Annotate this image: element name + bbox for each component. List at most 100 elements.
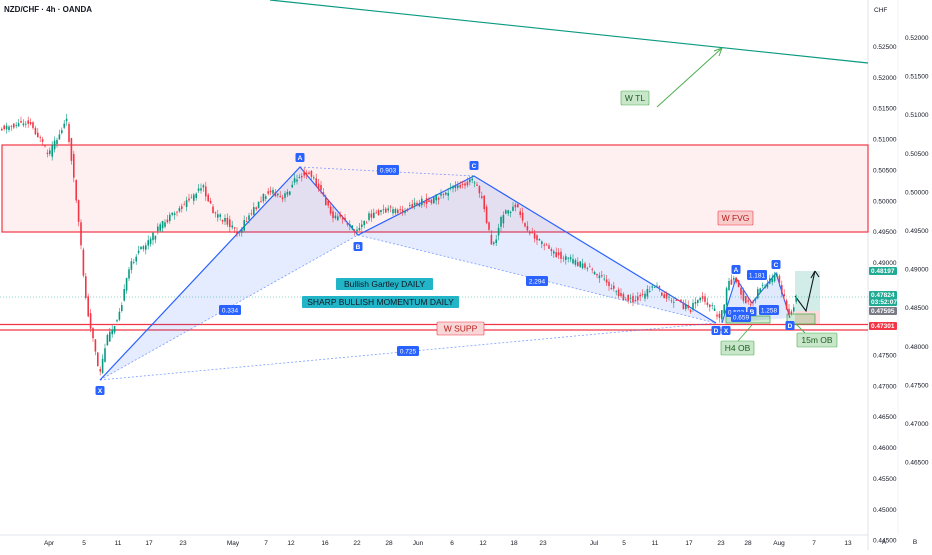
x-tick-label: 28 xyxy=(385,540,393,547)
candle-body xyxy=(425,198,428,204)
candle-body xyxy=(373,212,375,219)
candle-body xyxy=(521,212,524,221)
candle-body xyxy=(209,200,212,204)
candle-body xyxy=(56,139,58,145)
annotation-box xyxy=(436,321,485,336)
candle-body xyxy=(685,304,687,309)
h4-point-c-box xyxy=(771,260,781,269)
candle-body xyxy=(375,212,377,214)
annotation-label: SHARP BULLISH MOMENTUM DAILY xyxy=(307,297,454,307)
candle-body xyxy=(572,259,574,264)
candle-body xyxy=(437,197,440,200)
h4-point-a-box xyxy=(731,265,741,274)
axis-button[interactable]: B xyxy=(913,539,917,546)
price-tag: 03:52:07 xyxy=(869,298,897,306)
candle-body xyxy=(130,261,133,270)
candle-body xyxy=(269,190,272,193)
candle-body xyxy=(183,204,185,206)
h4-harmonic-line xyxy=(721,271,791,324)
axis-button[interactable]: A xyxy=(882,539,887,546)
candle-body xyxy=(94,339,97,352)
x-tick-label: 23 xyxy=(539,540,547,547)
candle-body xyxy=(10,126,13,127)
annotation-label: Bullish Gartley DAILY xyxy=(344,279,425,289)
candle-body xyxy=(781,285,783,294)
candle-body xyxy=(730,279,733,285)
candle-body xyxy=(704,296,706,302)
price-tag: 0.47301 xyxy=(869,322,897,330)
candle-body xyxy=(608,281,610,287)
candle-body xyxy=(305,172,308,175)
candle-body xyxy=(296,179,298,182)
y-tick-label-secondary: 0.48500 xyxy=(905,305,929,312)
candle-body xyxy=(121,305,123,312)
candle-body xyxy=(449,187,452,189)
y-tick-label: 0.50500 xyxy=(873,167,897,174)
candle-body xyxy=(221,219,224,222)
candle-body xyxy=(579,261,581,267)
candle-body xyxy=(145,245,147,250)
candle-body xyxy=(149,238,152,244)
candle-body xyxy=(610,287,613,290)
candle-body xyxy=(13,123,15,128)
candle-body xyxy=(562,257,565,259)
candle-body xyxy=(20,120,22,123)
gartley-bcd-fill xyxy=(358,176,716,323)
h4-ratio-label: 0.659 xyxy=(733,315,750,322)
y-tick-label: 0.45000 xyxy=(873,507,897,514)
price-tag-box xyxy=(869,291,897,299)
candle-body xyxy=(745,296,747,304)
y-tick-label: 0.49000 xyxy=(873,260,897,267)
candle-body xyxy=(27,120,29,124)
y-tick-label-secondary: 0.49000 xyxy=(905,267,929,274)
candle-body xyxy=(214,212,217,214)
candle-body xyxy=(231,225,233,228)
candle-body xyxy=(332,211,334,219)
candle-body xyxy=(34,127,37,135)
candle-body xyxy=(761,285,764,286)
price-tag-label: 0.47595 xyxy=(871,308,895,315)
candle-body xyxy=(322,192,325,196)
h4-ratio-box xyxy=(731,312,751,322)
x-tick-label: 18 xyxy=(510,540,518,547)
candle-body xyxy=(212,206,214,213)
candle-body xyxy=(229,219,231,228)
candle-body xyxy=(490,234,493,245)
candle-body xyxy=(658,286,661,288)
candle-body xyxy=(651,286,653,288)
candle-body xyxy=(656,285,658,287)
candle-body xyxy=(533,232,536,239)
price-tag-box xyxy=(869,322,897,330)
candle-body xyxy=(262,193,265,202)
h4-point-x-box xyxy=(721,326,731,335)
candle-body xyxy=(32,122,34,128)
candle-body xyxy=(385,208,387,213)
h4-ratio-label: 1.181 xyxy=(749,273,766,280)
x-tick-label: 5 xyxy=(622,540,626,547)
candle-body xyxy=(591,268,593,270)
gartley-ratio-label: 0.725 xyxy=(400,349,417,356)
candle-body xyxy=(46,152,49,154)
candle-body xyxy=(569,257,572,260)
x-tick-label: 23 xyxy=(717,540,725,547)
x-tick-label: 7 xyxy=(264,540,268,547)
candle-body xyxy=(718,313,721,318)
candle-body xyxy=(776,274,778,277)
candle-body xyxy=(394,209,397,214)
candle-body xyxy=(341,218,344,220)
candle-body xyxy=(673,302,675,303)
candle-body xyxy=(365,222,368,224)
candle-body xyxy=(483,195,485,210)
candle-body xyxy=(694,301,697,304)
candle-body xyxy=(123,289,125,301)
price-tag-label: 03:52:07 xyxy=(871,299,897,306)
candle-body xyxy=(382,209,385,211)
candle-body xyxy=(171,212,173,215)
candle-body xyxy=(77,200,80,222)
candle-body xyxy=(281,197,284,200)
candle-body xyxy=(289,191,291,195)
